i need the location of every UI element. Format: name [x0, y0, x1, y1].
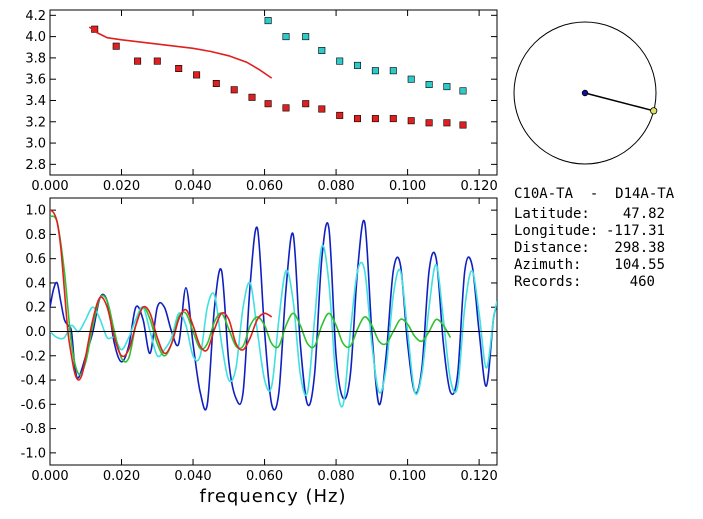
correlation-xtick-label: 0.000 [31, 469, 68, 484]
velocity-point [112, 42, 120, 50]
correlation-ytick-label: 1.0 [25, 204, 46, 219]
correlation-ytick-label: 0.6 [25, 252, 46, 267]
correlation-ytick-label: 0.0 [25, 325, 46, 340]
latitude-value: 47.82 [623, 206, 665, 222]
correlation-ytick-label: 0.8 [25, 228, 46, 243]
velocity-panel: 0.000 0.020 0.040 0.060 0.080 0.100 0.120 2.8 3.… [25, 9, 497, 194]
station-pair-title: C10A-TA - D14A-TA [514, 186, 675, 202]
correlation-panel: 0.000 0.020 0.040 0.060 0.080 0.100 0.120 -1.0 -… [21, 197, 498, 507]
velocity-point [407, 117, 415, 125]
velocity-ytick-label: 3.6 [25, 73, 46, 88]
correlation-xtick-label: 0.120 [461, 469, 498, 484]
azimuth-label: Azimuth: [514, 257, 581, 273]
latitude-label: Latitude: [514, 206, 590, 222]
azimuth-center-dot [581, 89, 589, 97]
correlation-ytick-label: -0.6 [21, 398, 46, 413]
velocity-point [134, 57, 142, 65]
velocity-xtick-label: 0.020 [103, 179, 140, 194]
correlation-xtick-label: 0.100 [389, 469, 426, 484]
velocity-point [443, 119, 451, 127]
azimuth-end-dot [650, 107, 658, 115]
distance-label: Distance: [514, 240, 590, 256]
velocity-point [389, 67, 397, 75]
velocity-point [175, 65, 183, 73]
velocity-plot-frame [49, 9, 498, 176]
velocity-point [425, 119, 433, 127]
correlation-xtick-label: 0.040 [174, 469, 211, 484]
velocity-xtick-label: 0.120 [461, 179, 498, 194]
azimuth-circle [513, 21, 657, 165]
velocity-point [443, 83, 451, 91]
velocity-point [302, 33, 310, 41]
correlation-ytick-label: 0.2 [25, 301, 46, 316]
velocity-ytick-label: 3.2 [25, 115, 46, 130]
distance-value: 298.38 [614, 240, 665, 256]
correlation-series-line [50, 209, 273, 381]
velocity-point [318, 105, 326, 113]
velocity-point [264, 17, 272, 25]
velocity-point [264, 100, 272, 108]
velocity-series [88, 17, 467, 129]
velocity-point [193, 71, 201, 79]
correlation-ytick-label: -0.8 [21, 422, 46, 437]
velocity-ytick-label: 3.4 [25, 94, 46, 109]
velocity-ticks: 0.000 0.020 0.040 0.060 0.080 0.100 0.120 2.8 3.… [25, 9, 497, 194]
velocity-ytick-label: 3.0 [25, 137, 46, 152]
velocity-point [459, 121, 467, 129]
velocity-point [389, 115, 397, 123]
longitude-value: -117.31 [606, 223, 665, 239]
velocity-point [212, 80, 220, 88]
velocity-xtick-label: 0.040 [174, 179, 211, 194]
velocity-curve [88, 26, 273, 79]
records-value: 460 [630, 274, 655, 290]
azimuth-line [584, 92, 654, 112]
velocity-point [336, 57, 344, 65]
velocity-point [248, 93, 256, 101]
velocity-point [371, 67, 379, 75]
velocity-ytick-label: 3.8 [25, 51, 46, 66]
velocity-xtick-label: 0.100 [389, 179, 426, 194]
velocity-xtick-label: 0.080 [317, 179, 354, 194]
velocity-ytick-label: 4.2 [25, 9, 46, 24]
correlation-xtick-label: 0.080 [317, 469, 354, 484]
velocity-point [302, 100, 310, 108]
velocity-point [153, 57, 161, 65]
correlation-ytick-label: -0.4 [21, 374, 46, 389]
station-info: C10A-TA - D14A-TA Latitude: 47.82 Longit… [514, 186, 675, 290]
records-label: Records: [514, 274, 581, 290]
velocity-point [425, 81, 433, 89]
velocity-ytick-label: 2.8 [25, 158, 46, 173]
longitude-label: Longitude: [514, 223, 598, 239]
velocity-point [371, 115, 379, 123]
correlation-xtick-label: 0.020 [103, 469, 140, 484]
correlation-series [50, 209, 497, 411]
correlation-ytick-label: -0.2 [21, 349, 46, 364]
azimuth-value: 104.55 [614, 257, 665, 273]
velocity-point [407, 75, 415, 83]
velocity-point [282, 33, 290, 41]
correlation-series-line [50, 244, 497, 408]
velocity-point [353, 115, 361, 123]
velocity-xtick-label: 0.060 [246, 179, 283, 194]
velocity-point [318, 46, 326, 54]
velocity-point [230, 86, 238, 94]
correlation-ytick-label: -1.0 [21, 446, 46, 461]
velocity-ytick-label: 4.0 [25, 30, 46, 45]
velocity-point [459, 87, 467, 95]
velocity-xtick-label: 0.000 [31, 179, 68, 194]
x-axis-title: frequency (Hz) [199, 486, 346, 507]
velocity-point [282, 104, 290, 112]
correlation-ytick-label: 0.4 [25, 276, 46, 291]
azimuth-diagram [513, 21, 658, 165]
correlation-series-line [50, 215, 452, 376]
velocity-point [336, 111, 344, 119]
velocity-point [353, 61, 361, 69]
correlation-xtick-label: 0.060 [246, 469, 283, 484]
